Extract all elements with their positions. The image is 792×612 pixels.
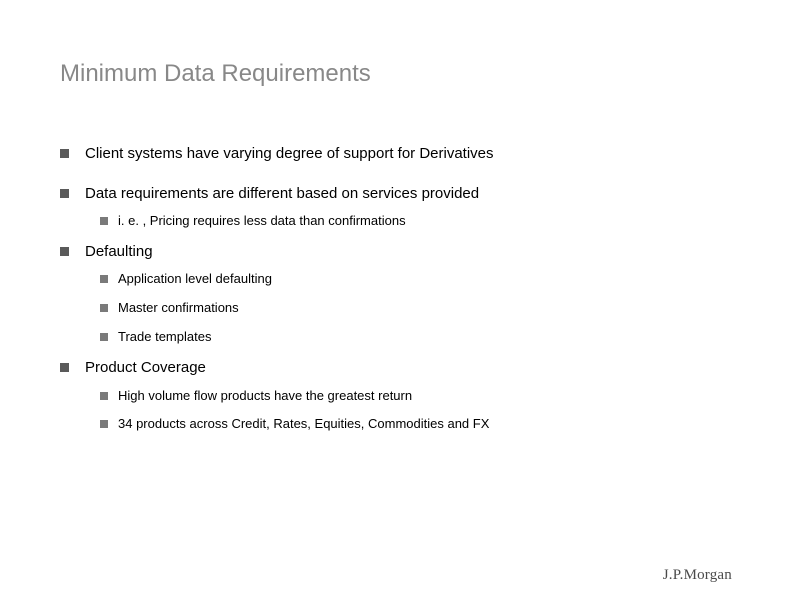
list-group: Product Coverage High volume flow produc… bbox=[60, 358, 732, 433]
list-item: Data requirements are different based on… bbox=[60, 184, 732, 204]
bullet-text: Defaulting bbox=[85, 242, 732, 262]
list-sub-item: High volume flow products have the great… bbox=[100, 388, 732, 405]
square-bullet-icon bbox=[100, 304, 108, 312]
list-sub-item: Master confirmations bbox=[100, 300, 732, 317]
list-item: Client systems have varying degree of su… bbox=[60, 144, 732, 164]
bullet-text: Trade templates bbox=[118, 329, 732, 346]
bullet-text: High volume flow products have the great… bbox=[118, 388, 732, 405]
square-bullet-icon bbox=[100, 275, 108, 283]
slide-title: Minimum Data Requirements bbox=[60, 60, 732, 88]
company-logo: J.P.Morgan bbox=[663, 567, 732, 584]
list-sub-item: Application level defaulting bbox=[100, 271, 732, 288]
bullet-text: Client systems have varying degree of su… bbox=[85, 144, 732, 164]
bullet-text: Product Coverage bbox=[85, 358, 732, 378]
bullet-text: Data requirements are different based on… bbox=[85, 184, 732, 204]
square-bullet-icon bbox=[100, 420, 108, 428]
square-bullet-icon bbox=[100, 333, 108, 341]
list-group: Defaulting Application level defaulting … bbox=[60, 242, 732, 346]
square-bullet-icon bbox=[100, 392, 108, 400]
list-sub-item: Trade templates bbox=[100, 329, 732, 346]
bullet-text: i. e. , Pricing requires less data than … bbox=[118, 213, 732, 230]
square-bullet-icon bbox=[60, 247, 69, 256]
bullet-text: 34 products across Credit, Rates, Equiti… bbox=[118, 416, 732, 433]
list-sub-item: 34 products across Credit, Rates, Equiti… bbox=[100, 416, 732, 433]
content-list: Client systems have varying degree of su… bbox=[60, 144, 732, 433]
bullet-text: Application level defaulting bbox=[118, 271, 732, 288]
square-bullet-icon bbox=[100, 217, 108, 225]
list-sub-item: i. e. , Pricing requires less data than … bbox=[100, 213, 732, 230]
square-bullet-icon bbox=[60, 363, 69, 372]
bullet-text: Master confirmations bbox=[118, 300, 732, 317]
list-group: Data requirements are different based on… bbox=[60, 184, 732, 230]
list-item: Product Coverage bbox=[60, 358, 732, 378]
square-bullet-icon bbox=[60, 189, 69, 198]
square-bullet-icon bbox=[60, 149, 69, 158]
slide-container: Minimum Data Requirements Client systems… bbox=[0, 0, 792, 612]
list-item: Defaulting bbox=[60, 242, 732, 262]
